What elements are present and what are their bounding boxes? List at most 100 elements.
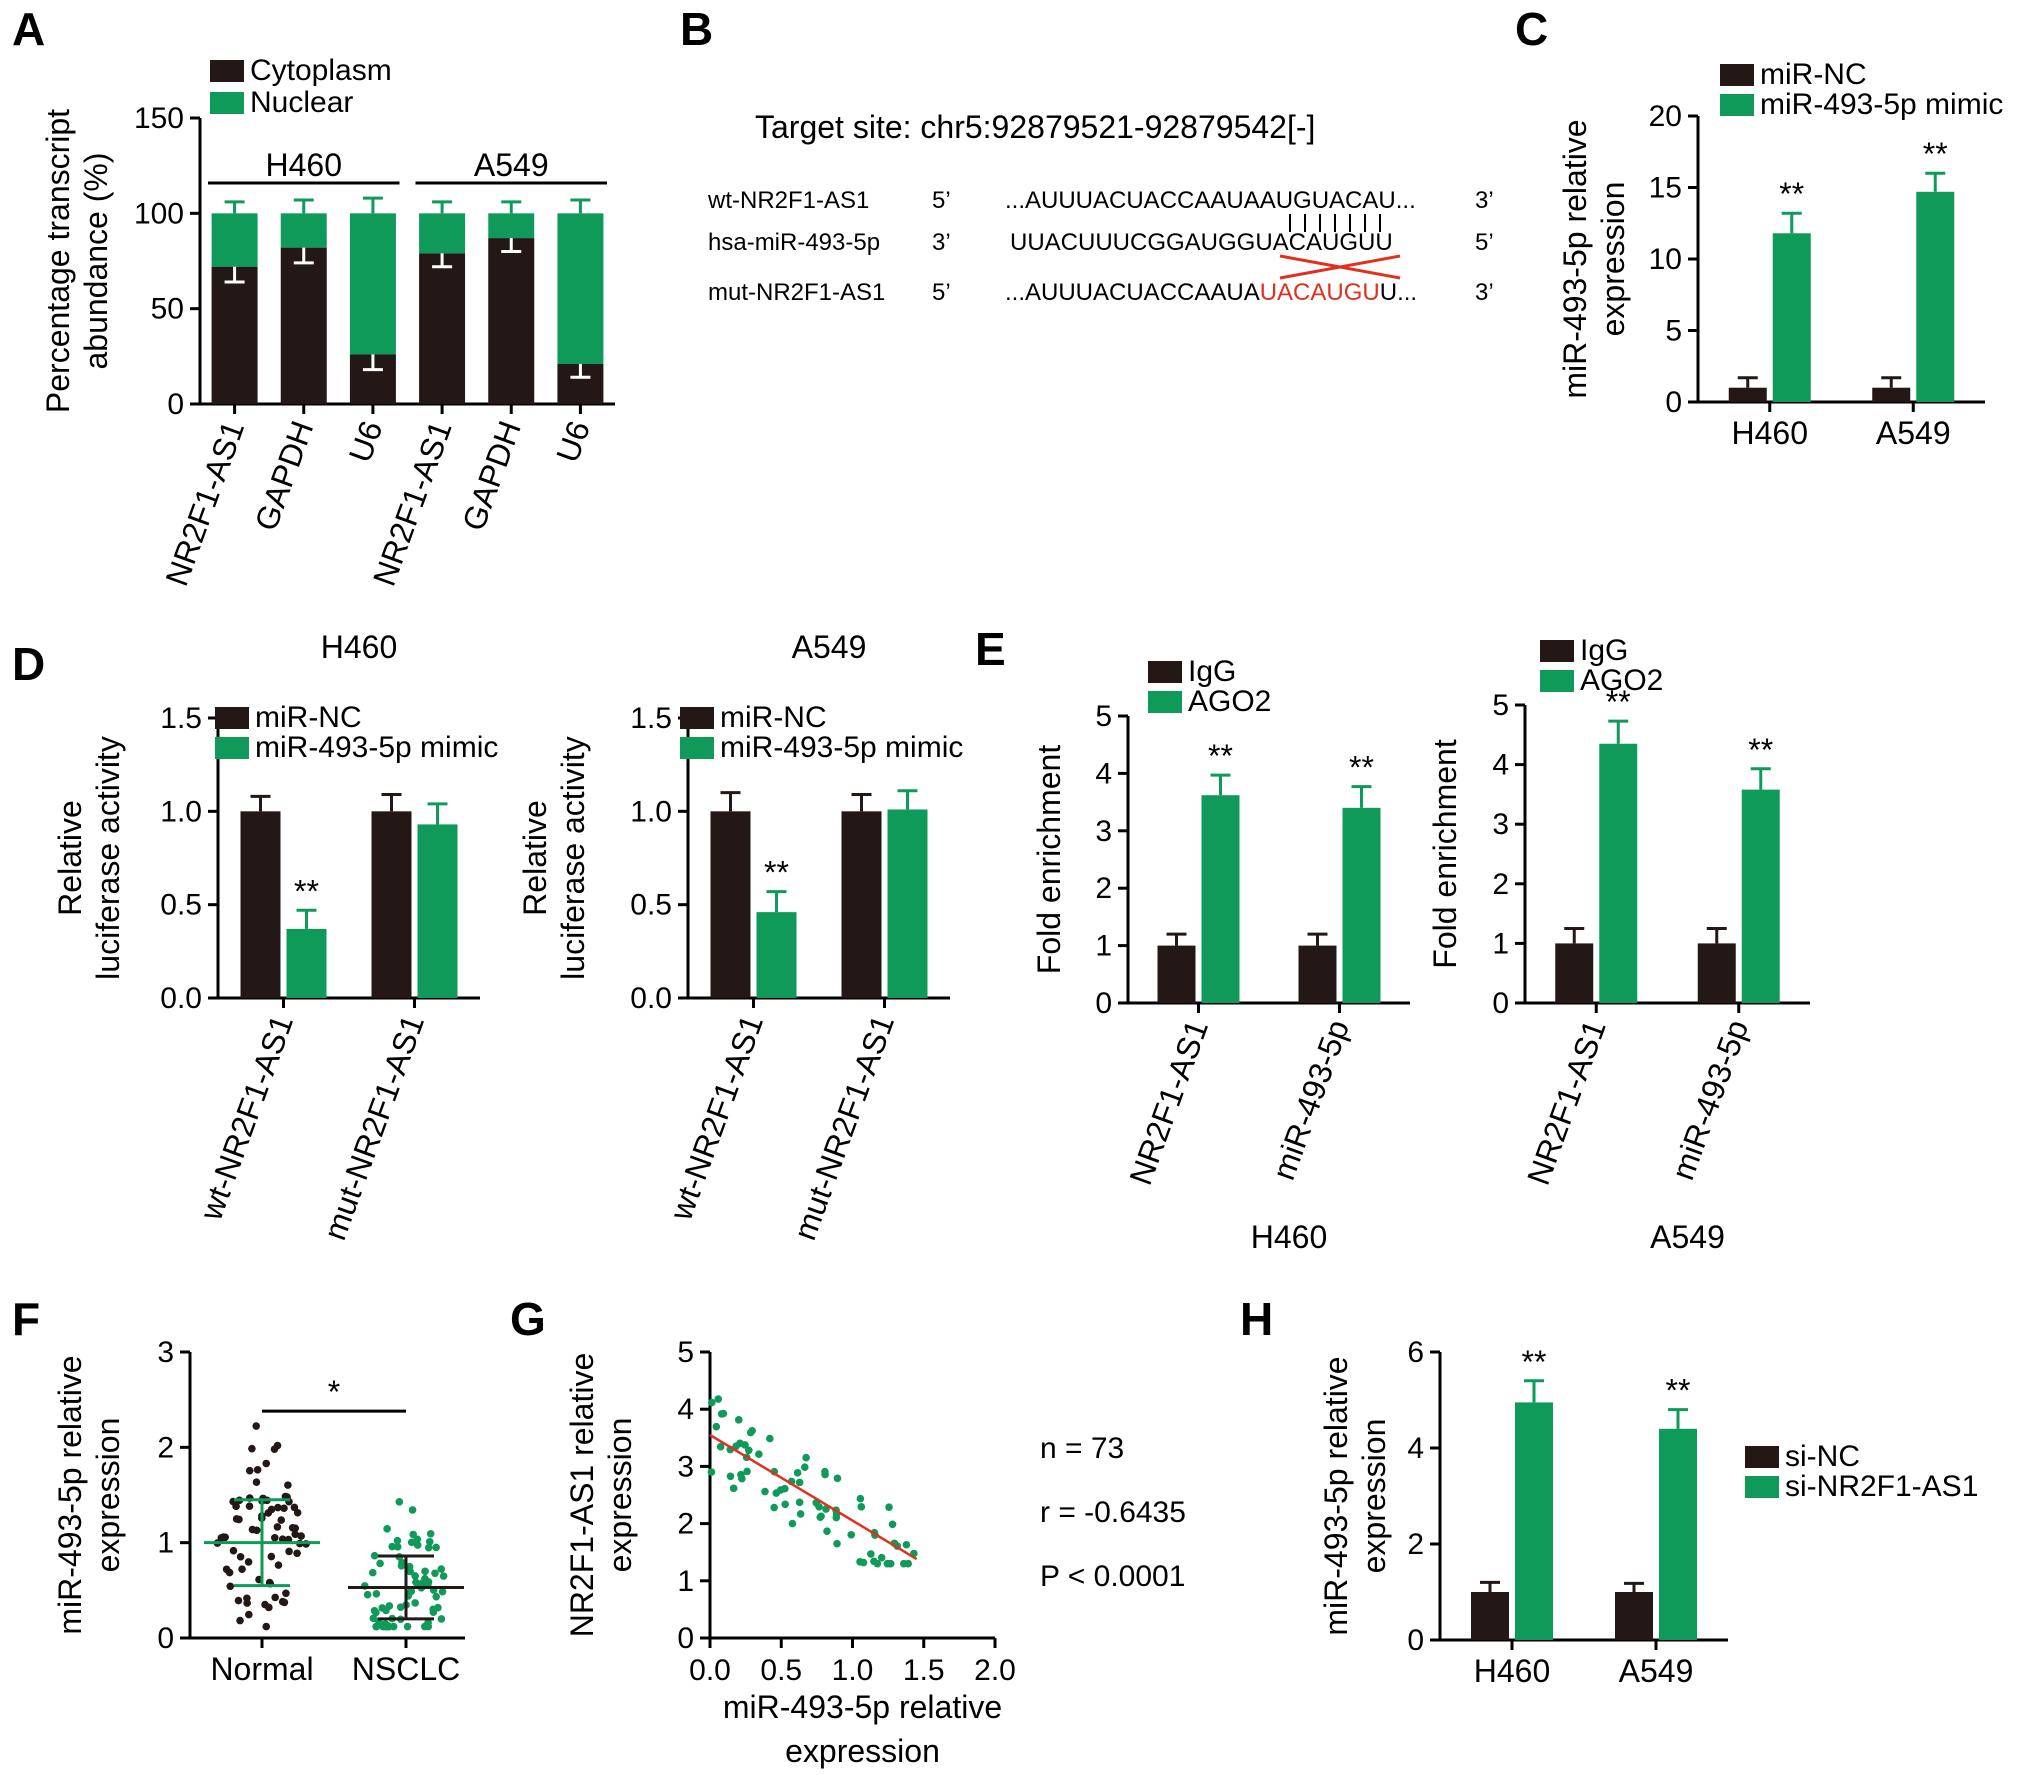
f-data-point <box>432 1543 440 1552</box>
f-x-tick-label: Normal <box>210 1651 313 1687</box>
e2-y-tick-label: 5 <box>1492 689 1509 722</box>
f-data-point <box>236 1616 244 1625</box>
a-bar-cytoplasm <box>488 238 535 404</box>
f-data-point <box>238 1565 246 1573</box>
h-y-tick-label: 0 <box>1407 1624 1424 1657</box>
g-data-point <box>781 1500 789 1509</box>
e2-legend-label: AGO2 <box>1580 664 1663 697</box>
e1-y-tick-label: 4 <box>1095 757 1112 790</box>
d2-bar <box>841 811 882 998</box>
d2-bar <box>756 912 797 998</box>
a-legend-swatch <box>210 60 244 82</box>
g-data-point <box>823 1527 831 1536</box>
g-data-point <box>707 1468 716 1476</box>
d1-legend-label: miR-NC <box>255 701 362 734</box>
c-legend-label: miR-493-5p mimic <box>1760 88 2003 121</box>
g-data-point <box>766 1434 774 1443</box>
g-data-point <box>755 1450 763 1458</box>
g-data-point <box>857 1503 866 1511</box>
a-bar-cytoplasm <box>419 253 466 404</box>
g-data-point <box>726 1472 735 1481</box>
e2-y-axis-label-line: Fold enrichment <box>1427 739 1463 969</box>
f-data-point <box>252 1478 261 1486</box>
e1-legend-swatch <box>1148 691 1182 713</box>
f-data-point <box>267 1505 276 1514</box>
e2-bar <box>1555 943 1594 1003</box>
f-data-point <box>382 1606 390 1615</box>
g-data-point <box>833 1539 841 1548</box>
a-x-tick-label: NR2F1-AS1 <box>158 416 251 590</box>
a-bar-nuclear <box>488 213 535 239</box>
f-data-point <box>252 1422 261 1430</box>
d2-significance: ** <box>764 855 789 891</box>
g-data-point <box>883 1559 892 1568</box>
sequence-alignment: Target site: chr5:92879521-92879542[-] w… <box>707 109 1494 306</box>
e1-y-tick-label: 3 <box>1095 815 1112 848</box>
e1-y-axis-label-line: Fold enrichment <box>1031 745 1067 975</box>
f-data-point <box>245 1502 254 1510</box>
d1-x-tick-label: mut-NR2F1-AS1 <box>316 1010 431 1245</box>
e2-x-tick-label: NR2F1-AS1 <box>1520 1015 1613 1189</box>
h-bar <box>1659 1428 1697 1640</box>
wt-sequence: ...AUUUACUACCAAUAAUGUACAU... <box>1005 187 1416 214</box>
f-y-tick-label: 1 <box>157 1527 174 1560</box>
g-data-point <box>800 1463 809 1471</box>
f-data-point <box>409 1530 417 1539</box>
f-data-point <box>376 1559 384 1568</box>
f-data-point <box>383 1621 392 1630</box>
g-data-point <box>856 1494 865 1503</box>
f-data-point <box>368 1568 377 1577</box>
g-y-axis-label: NR2F1-AS1 relativeexpression <box>564 1353 638 1638</box>
h-bar <box>1471 1592 1509 1640</box>
a-bar-nuclear <box>557 213 604 364</box>
mutation-cross-line-2 <box>1279 254 1401 280</box>
d2-legend-swatch <box>680 707 714 729</box>
g-data-point <box>743 1467 751 1476</box>
f-data-point <box>293 1508 302 1517</box>
c-y-tick-label: 15 <box>1649 172 1682 205</box>
g-data-point <box>817 1512 825 1521</box>
c-bar <box>1728 387 1767 402</box>
f-y-axis-label-line: miR-493-5p relative <box>52 1355 88 1634</box>
panel-label-e: E <box>975 623 1006 675</box>
e2-significance: ** <box>1748 732 1773 768</box>
f-data-point <box>439 1572 448 1580</box>
f-data-point <box>234 1596 243 1605</box>
g-data-point <box>873 1559 882 1568</box>
g-data-point <box>707 1398 716 1407</box>
a-x-tick-label: GAPDH <box>248 416 321 535</box>
g-y-tick-label: 0 <box>677 1622 694 1655</box>
e1-x-tick-label: NR2F1-AS1 <box>1122 1015 1215 1189</box>
d2-y-axis-label-line: luciferase activity <box>555 736 591 980</box>
h-bar <box>1515 1402 1553 1640</box>
g-data-point <box>761 1487 769 1496</box>
d2-y-axis-label: Relativeluciferase activity <box>517 736 591 980</box>
f-data-point <box>243 1599 251 1607</box>
f-data-point <box>297 1532 305 1540</box>
mut-5prime: 5’ <box>932 279 951 306</box>
a-y-tick-label: 50 <box>151 293 184 326</box>
e1-bar <box>1298 945 1337 1003</box>
c-x-tick-label: H460 <box>1732 415 1809 451</box>
e1-y-tick-label: 2 <box>1095 872 1112 905</box>
d1-significance: ** <box>294 873 319 909</box>
panel-label-b: B <box>680 3 713 55</box>
e2-y-tick-label: 2 <box>1492 868 1509 901</box>
f-y-tick-label: 3 <box>157 1336 174 1369</box>
panel-label-c: C <box>1515 3 1548 55</box>
g-x-axis-label: miR-493-5p relative <box>723 1689 1002 1725</box>
c-legend-label: miR-NC <box>1760 58 1867 91</box>
h-legend-swatch <box>1745 1446 1779 1468</box>
d2-legend-label: miR-493-5p mimic <box>720 731 963 764</box>
h-legend-label: si-NC <box>1785 1440 1860 1473</box>
f-data-point <box>277 1516 286 1524</box>
g-data-point <box>795 1498 804 1507</box>
c-y-axis-label-line: miR-493-5p relative <box>1557 119 1593 398</box>
g-data-point <box>729 1484 738 1493</box>
a-y-tick-label: 0 <box>167 388 184 421</box>
d2-legend-swatch <box>680 737 714 759</box>
panel-label-d: D <box>12 638 45 690</box>
a-y-axis-label-line: abundance (%) <box>78 152 114 369</box>
e2-bar <box>1599 743 1638 1003</box>
f-data-point <box>425 1538 434 1546</box>
